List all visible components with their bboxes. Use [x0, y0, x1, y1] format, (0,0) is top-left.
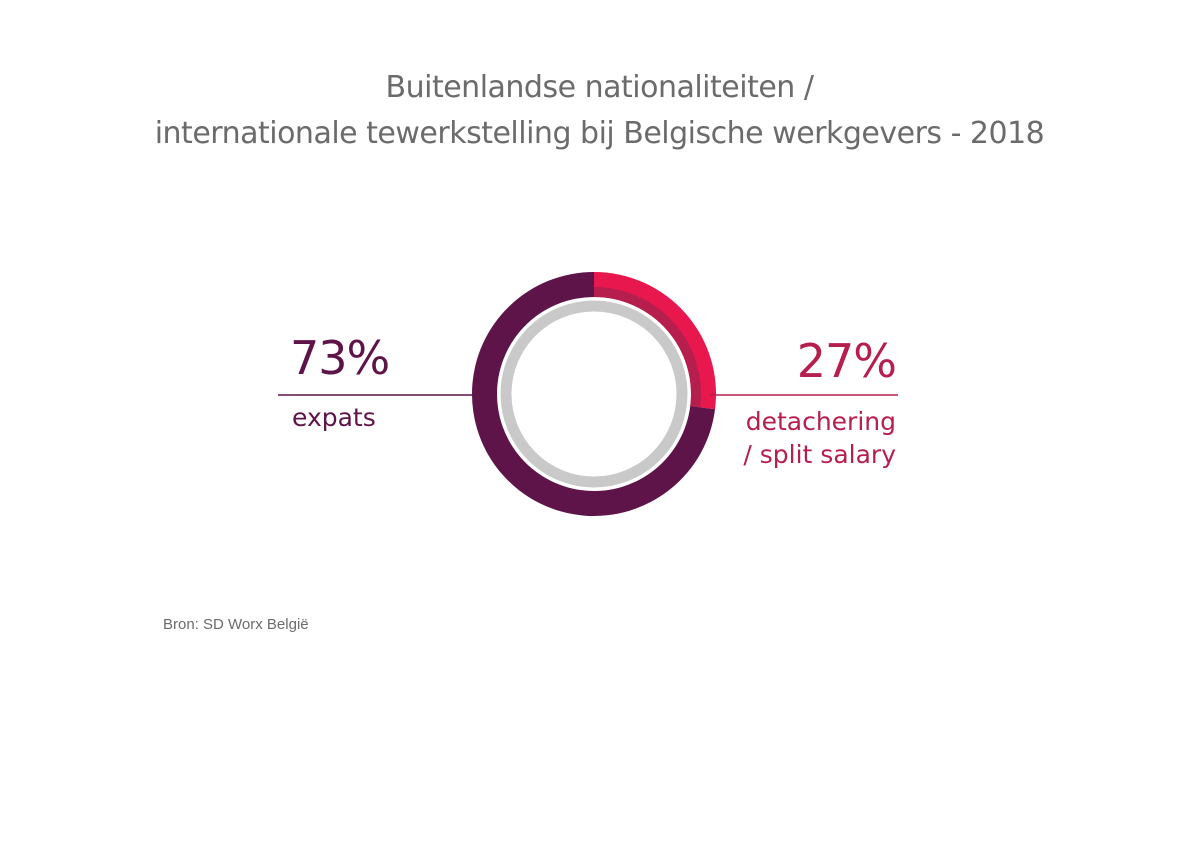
expats-percentage: 73%: [290, 331, 390, 385]
donut-group: [471, 272, 716, 516]
slice-detachering-inner-band: [594, 287, 701, 408]
slice-detachering: [594, 272, 716, 410]
chart-subtitle: internationale tewerkstelling bij Belgis…: [154, 116, 1045, 151]
expats-label: expats: [292, 403, 376, 432]
detachering-label: detachering / split salary: [743, 406, 896, 471]
detachering-label-line2: / split salary: [743, 439, 896, 469]
chart-title: Buitenlandse nationaliteiten /: [385, 70, 814, 105]
source-note: Bron: SD Worx België: [163, 616, 309, 633]
inner-ring: [500, 300, 688, 488]
detachering-label-line1: detachering: [745, 407, 896, 436]
detachering-percentage: 27%: [796, 334, 897, 388]
